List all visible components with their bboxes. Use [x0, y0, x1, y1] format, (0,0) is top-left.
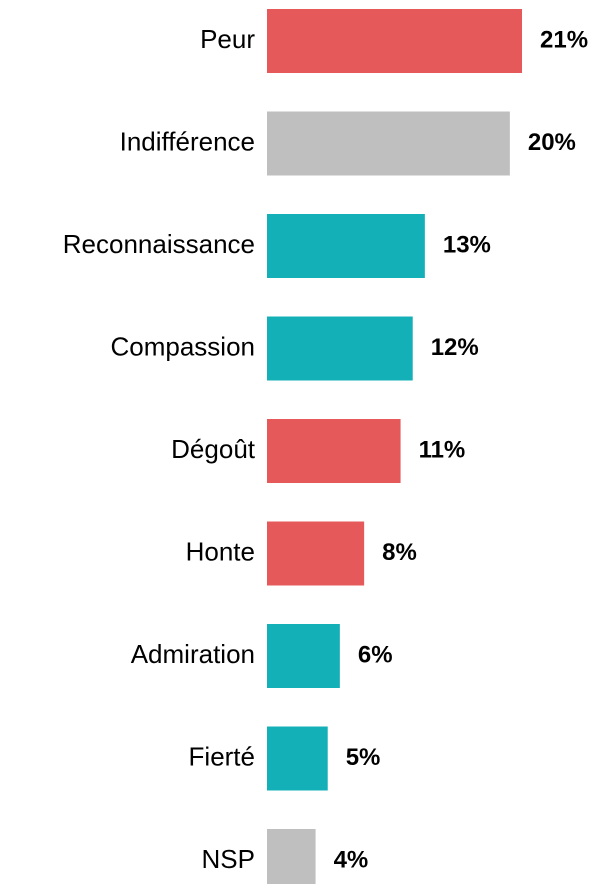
bar	[267, 829, 316, 884]
category-label: Indifférence	[120, 126, 255, 156]
category-label: Compassion	[110, 331, 255, 361]
bar	[267, 624, 340, 688]
category-label: Fierté	[189, 741, 255, 771]
value-label: 21%	[540, 26, 588, 53]
value-label: 12%	[431, 334, 479, 361]
category-label: Admiration	[131, 639, 255, 669]
value-label: 20%	[528, 129, 576, 156]
bar	[267, 521, 365, 586]
category-label: Reconnaissance	[63, 229, 255, 259]
value-label: 5%	[346, 744, 381, 771]
value-label: 8%	[382, 539, 417, 566]
bar	[267, 9, 522, 73]
bar	[267, 111, 510, 176]
bar	[267, 214, 425, 278]
value-label: 13%	[443, 231, 491, 258]
category-label: Honte	[186, 536, 255, 566]
value-label: 4%	[334, 846, 369, 873]
value-label: 6%	[358, 641, 393, 668]
bar	[267, 419, 401, 483]
bar	[267, 726, 328, 791]
bar	[267, 316, 413, 381]
category-label: NSP	[202, 844, 255, 874]
category-label: Dégoût	[171, 434, 256, 464]
value-label: 11%	[419, 436, 466, 463]
category-label: Peur	[200, 24, 255, 54]
